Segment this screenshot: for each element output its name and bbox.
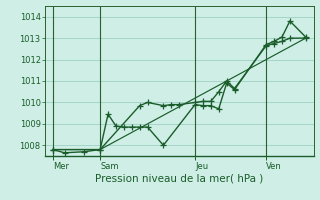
X-axis label: Pression niveau de la mer( hPa ): Pression niveau de la mer( hPa ): [95, 173, 263, 183]
